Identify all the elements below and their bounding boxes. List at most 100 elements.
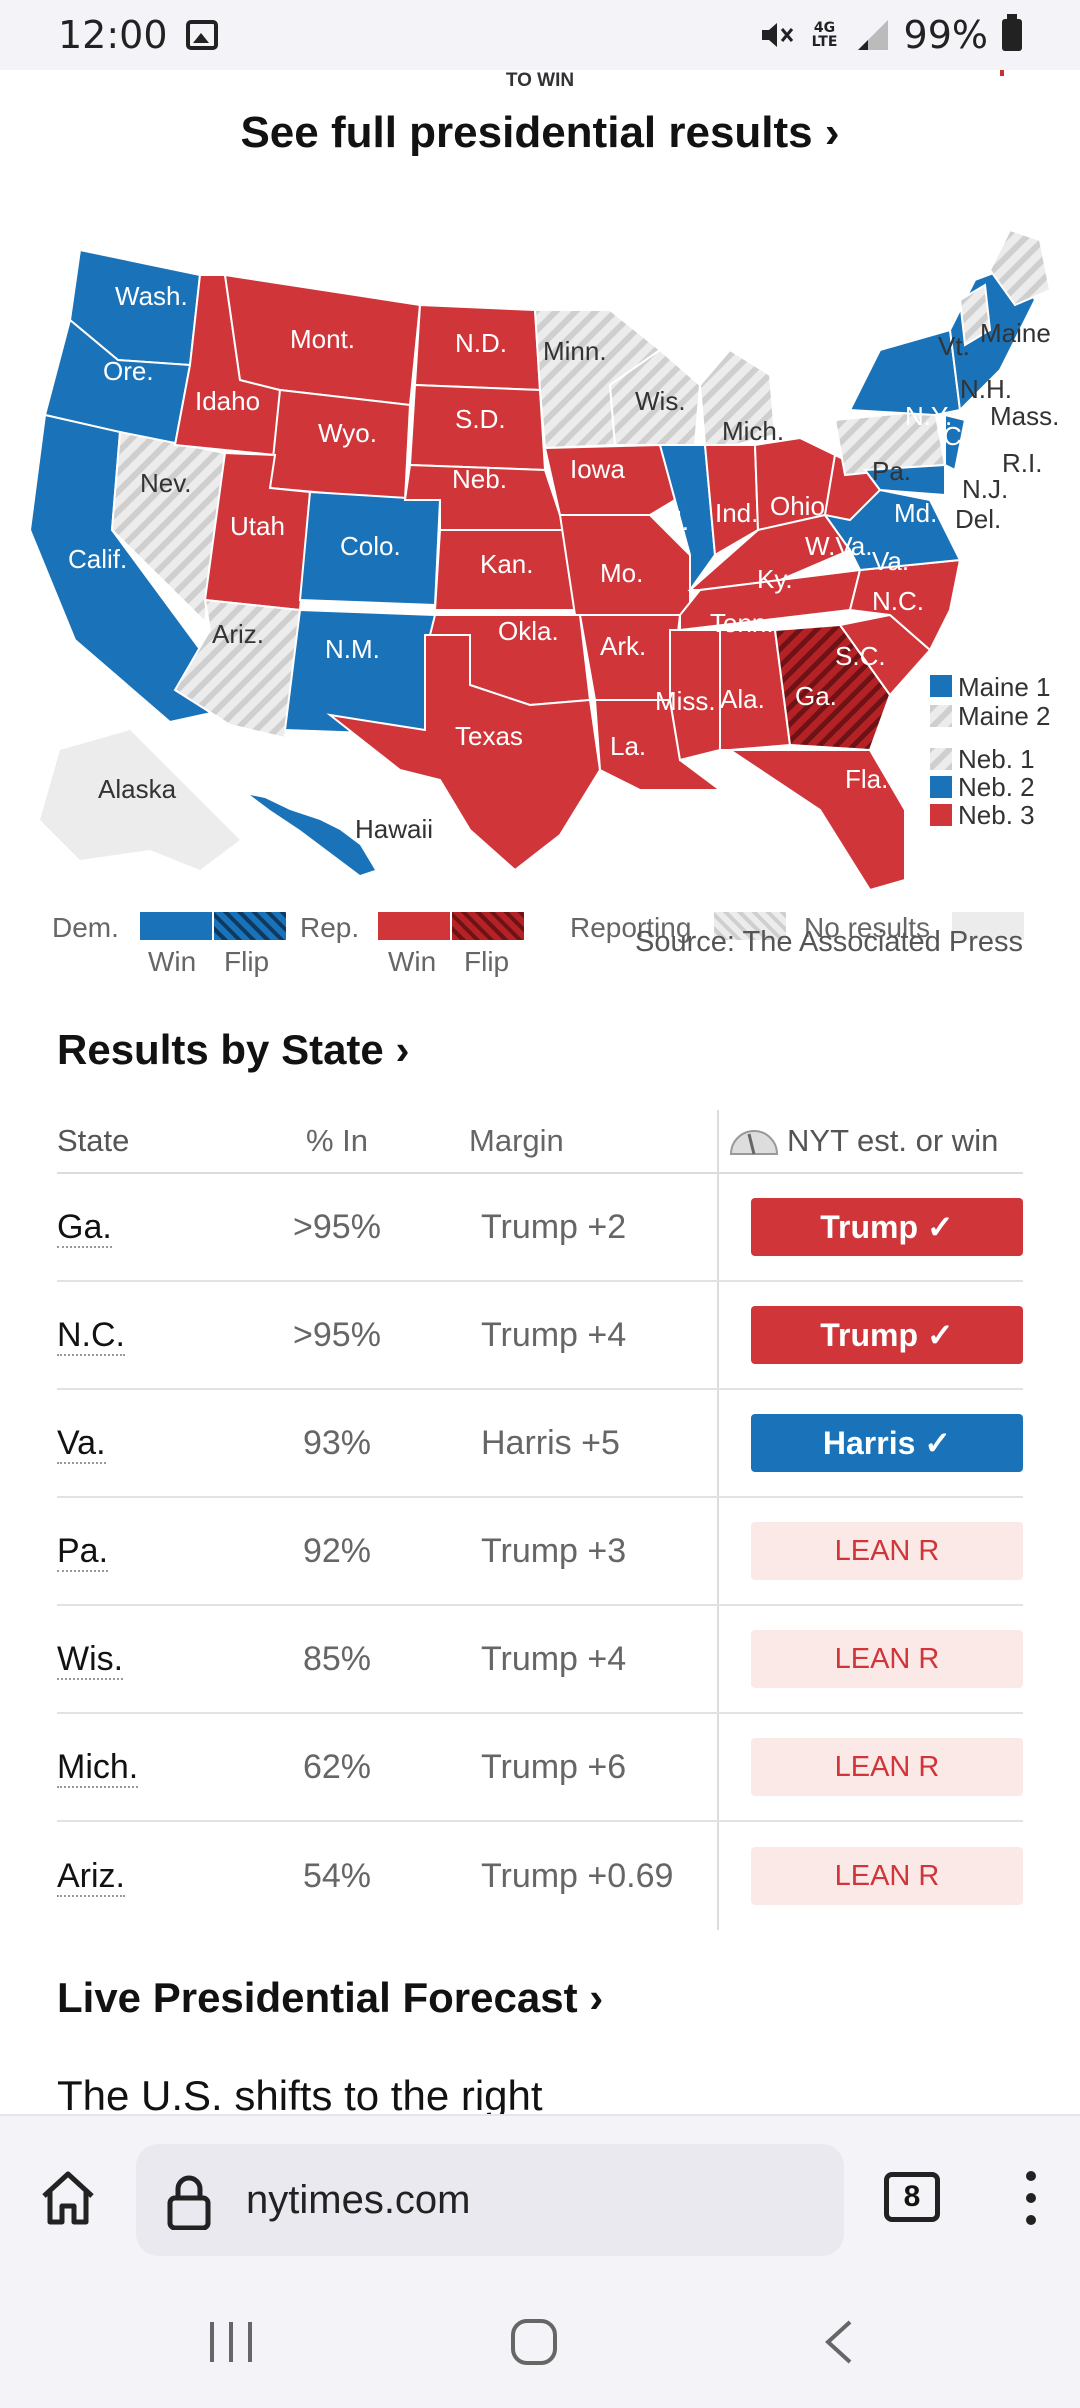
svg-text:N.J.: N.J. (962, 474, 1008, 504)
battery-icon (1002, 14, 1022, 51)
state-texas (326, 634, 602, 872)
url-bar[interactable]: nytimes.com (136, 2144, 844, 2256)
forecast-headline[interactable]: The U.S. shifts to the right (57, 2072, 543, 2114)
row-status-badge[interactable]: LEAN R (751, 1847, 1023, 1905)
svg-text:S.D.: S.D. (455, 404, 506, 434)
legend-rep-flip-label: Flip (464, 946, 510, 977)
row-status-badge[interactable]: Harris ✓ (751, 1414, 1023, 1472)
to-win-label: TO WIN (505, 70, 575, 91)
header-margin: Margin (469, 1123, 564, 1158)
row-pct-in: >95% (293, 1315, 381, 1354)
recent-apps-icon[interactable] (206, 2320, 256, 2364)
svg-text:N.D.: N.D. (455, 328, 507, 358)
legend-no-results-label: No results (804, 912, 931, 943)
svg-text:W.Va.: W.Va. (805, 531, 872, 561)
full-results-link[interactable]: See full presidential results › (240, 108, 840, 157)
home-nav-icon[interactable] (510, 2318, 558, 2366)
state-ala (719, 629, 792, 751)
menu-kebab-icon[interactable] (1016, 2168, 1046, 2228)
svg-text:Ind.: Ind. (715, 498, 758, 528)
header-nyt-label: NYT est. or win (787, 1123, 999, 1158)
row-status-badge[interactable]: LEAN R (751, 1522, 1023, 1580)
row-margin: Trump +0.69 (481, 1856, 674, 1895)
legend-rep-win-label: Win (388, 946, 437, 977)
map-legend: Dem. Win Flip Rep. Win Flip Reporting No… (0, 840, 1080, 977)
svg-text:N.Y.: N.Y. (905, 401, 952, 431)
table-header: State % In Margin NYT est. or win (57, 1110, 1023, 1174)
legend-no-results-swatch (952, 912, 1024, 940)
table-row[interactable]: Ariz. 54% Trump +0.69 LEAN R (57, 1822, 1023, 1930)
row-status-badge[interactable]: Trump ✓ (751, 1198, 1023, 1256)
svg-text:Idaho: Idaho (195, 386, 260, 416)
row-status-badge[interactable]: LEAN R (751, 1630, 1023, 1688)
row-margin: Trump +2 (481, 1207, 627, 1246)
table-row[interactable]: Va. 93% Harris +5 Harris ✓ (57, 1390, 1023, 1498)
url-text: nytimes.com (246, 2177, 471, 2222)
tab-switcher-button[interactable]: 8 (884, 2172, 940, 2222)
row-margin: Trump +4 (481, 1639, 627, 1678)
svg-text:Conn.: Conn. (943, 421, 1012, 451)
row-state[interactable]: Mich. (57, 1747, 139, 1788)
table-row[interactable]: Pa. 92% Trump +3 LEAN R (57, 1498, 1023, 1606)
svg-text:Neb. 1: Neb. 1 (958, 744, 1035, 774)
state-md (863, 463, 946, 497)
table-row[interactable]: Ga. >95% Trump +2 Trump ✓ (57, 1174, 1023, 1282)
table-row[interactable]: N.C. >95% Trump +4 Trump ✓ (57, 1282, 1023, 1390)
row-state[interactable]: Ga. (57, 1207, 112, 1248)
legend-rep-flip-swatch (452, 912, 524, 940)
source-credit: Source: The Associated Press (635, 926, 1023, 958)
table-row[interactable]: Wis. 85% Trump +4 LEAN R (57, 1606, 1023, 1714)
svg-text:Fla.: Fla. (845, 764, 888, 794)
us-election-map[interactable]: Wash. Mont. N.D. Minn. Ore. Idaho Wyo. S… (0, 170, 1080, 890)
svg-text:Ark.: Ark. (600, 631, 646, 661)
legend-dem-win-label: Win (148, 946, 197, 977)
lock-icon (167, 2175, 211, 2230)
svg-text:Mass.: Mass. (990, 401, 1059, 431)
row-state[interactable]: Wis. (57, 1639, 124, 1680)
svg-text:Minn.: Minn. (543, 336, 607, 366)
svg-text:Maine 1: Maine 1 (958, 672, 1051, 702)
svg-text:Wis.: Wis. (635, 386, 686, 416)
row-margin: Trump +6 (481, 1747, 627, 1786)
needle-gauge-icon (729, 1130, 779, 1155)
page-content: TO WIN See full presidential results › (0, 70, 1080, 2114)
legend-dem-label: Dem. (52, 912, 119, 943)
row-margin: Trump +4 (481, 1315, 627, 1354)
results-by-state-link[interactable]: Results by State › (57, 1026, 410, 1073)
forecast-link[interactable]: Live Presidential Forecast › (57, 1974, 604, 2021)
browser-toolbar: nytimes.com 8 (0, 2114, 1080, 2258)
row-pct-in: 54% (302, 1856, 372, 1895)
svg-text:Maine 2: Maine 2 (958, 701, 1051, 731)
signal-icon (857, 20, 888, 50)
legend-dem-flip-label: Flip (224, 946, 270, 977)
status-bar: 12:00 4G LTE 99% (0, 0, 1080, 70)
state-miss (669, 629, 721, 762)
row-state[interactable]: Pa. (57, 1531, 109, 1572)
state-vt (958, 283, 992, 347)
row-state[interactable]: Ariz. (57, 1856, 125, 1897)
svg-text:Ill.: Ill. (663, 506, 689, 536)
svg-text:Mo.: Mo. (600, 558, 643, 588)
home-icon[interactable] (36, 2166, 100, 2230)
svg-text:Calif.: Calif. (68, 544, 127, 574)
battery-percent: 99% (903, 13, 988, 57)
svg-text:Neb. 3: Neb. 3 (958, 800, 1035, 830)
legend-dem-flip-swatch (214, 912, 286, 940)
svg-text:Hawaii: Hawaii (355, 814, 433, 844)
row-pct-in: 62% (302, 1747, 372, 1786)
table-row[interactable]: Mich. 62% Trump +6 LEAN R (57, 1714, 1023, 1822)
results-table: State % In Margin NYT est. or win Ga. >95… (57, 1110, 1023, 1930)
header-pct-in: % In (305, 1123, 369, 1158)
row-status-badge[interactable]: LEAN R (751, 1738, 1023, 1796)
row-status-badge[interactable]: Trump ✓ (751, 1306, 1023, 1364)
row-state[interactable]: Va. (57, 1423, 106, 1464)
svg-text:Pa.: Pa. (872, 456, 911, 486)
svg-text:Utah: Utah (230, 511, 285, 541)
svg-text:Ohio: Ohio (770, 491, 825, 521)
state-alaska (40, 730, 240, 870)
back-nav-icon[interactable] (822, 2318, 856, 2366)
svg-text:Ala.: Ala. (720, 684, 765, 714)
row-state[interactable]: N.C. (57, 1315, 125, 1356)
android-nav-bar (0, 2258, 1080, 2408)
svg-text:Ky.: Ky. (757, 564, 793, 594)
